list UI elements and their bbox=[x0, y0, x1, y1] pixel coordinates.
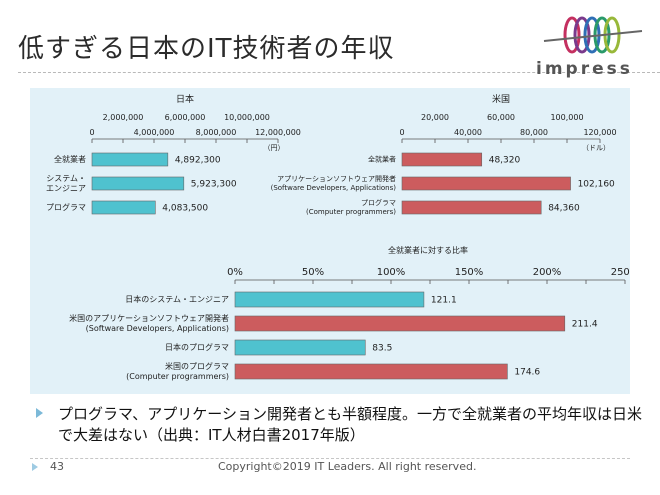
ratio-chart-category-label: 米国のプログラマ bbox=[165, 361, 229, 371]
copyright-text: Copyright©2019 IT Leaders. All right res… bbox=[218, 460, 477, 473]
japan-chart-bar bbox=[91, 152, 169, 167]
ratio-chart-value-label: 174.6 bbox=[514, 368, 540, 378]
us-chart-tick-upper: 100,000 bbox=[550, 113, 583, 122]
japan-chart-tick-lower: 0 bbox=[89, 128, 94, 137]
us-chart-category-label: プログラマ bbox=[361, 198, 396, 207]
ratio-chart-category-label: (Software Developers, Applications) bbox=[86, 324, 229, 333]
page-number: 43 bbox=[50, 460, 64, 473]
japan-chart-bar bbox=[91, 200, 156, 215]
us-chart-category-label: アプリケーションソフトウェア開発者 bbox=[277, 174, 396, 183]
charts-svg: 日本 2,000,000 6,000,000 10,000,000 0 4,000,000… bbox=[46, 93, 639, 381]
us-chart-tick-upper: 20,000 bbox=[421, 113, 449, 122]
title-divider bbox=[18, 72, 660, 73]
ratio-chart-value-label: 121.1 bbox=[431, 296, 457, 306]
japan-chart-category-label: エンジニア bbox=[46, 184, 86, 193]
ratio-chart-category-label: 日本のプログラマ bbox=[165, 342, 229, 352]
us-chart-category-label: 全就業者 bbox=[368, 154, 396, 163]
chart-panel: 日本 2,000,000 6,000,000 10,000,000 0 4,000,000… bbox=[30, 88, 639, 394]
footer-divider bbox=[30, 458, 630, 459]
slide-title: 低すぎる日本のIT技術者の年収 bbox=[18, 34, 395, 64]
japan-chart-unit: （円） bbox=[264, 144, 285, 152]
ratio-chart-bar bbox=[234, 363, 508, 380]
japan-chart-category-label: システム・ bbox=[46, 174, 86, 183]
ratio-chart-tick: 250% bbox=[611, 267, 630, 278]
us-chart-title: 米国 bbox=[492, 93, 510, 105]
ratio-chart-bar bbox=[234, 315, 566, 332]
japan-chart-value-label: 4,083,500 bbox=[162, 204, 208, 214]
bullet-arrow-icon bbox=[36, 408, 43, 418]
ratio-chart-tick: 150% bbox=[455, 267, 484, 278]
ratio-chart-tick: 100% bbox=[377, 267, 406, 278]
us-chart-tick-lower: 0 bbox=[399, 128, 404, 137]
ratio-chart-title: 全就業者に対する比率 bbox=[388, 245, 468, 255]
ratio-chart-category-label: 日本のシステム・エンジニア bbox=[125, 294, 229, 304]
japan-chart-tick-lower: 8,000,000 bbox=[196, 128, 237, 137]
us-chart-bar bbox=[401, 152, 483, 167]
footer-arrow-icon bbox=[32, 463, 38, 471]
ratio-chart-value-label: 83.5 bbox=[372, 344, 392, 354]
ratio-chart-tick: 200% bbox=[533, 267, 562, 278]
ratio-chart-bar bbox=[234, 291, 425, 308]
us-chart-value-label: 84,360 bbox=[548, 204, 580, 214]
japan-chart-category-label: プログラマ bbox=[46, 202, 86, 212]
ratio-chart-category-label: (Computer programmers) bbox=[126, 372, 229, 381]
logo-text: impress bbox=[536, 59, 633, 79]
japan-chart-value-label: 4,892,300 bbox=[175, 156, 221, 166]
bullet-text: プログラマ、アプリケーション開発者とも半額程度。一方で全就業者の平均年収は日米で… bbox=[58, 405, 642, 444]
ratio-chart-tick: 0% bbox=[227, 267, 243, 278]
ratio-chart-tick: 50% bbox=[302, 267, 324, 278]
us-chart-category-label: (Computer programmers) bbox=[306, 208, 396, 216]
us-chart-tick-lower: 80,000 bbox=[520, 128, 548, 137]
japan-chart-tick-upper: 2,000,000 bbox=[103, 113, 144, 122]
japan-chart-bar bbox=[91, 176, 185, 191]
japan-chart-tick-lower: 4,000,000 bbox=[134, 128, 175, 137]
us-chart-category-label: (Software Developers, Applications) bbox=[271, 184, 397, 192]
us-chart-value-label: 48,320 bbox=[489, 156, 521, 166]
japan-chart-category-label: 全就業者 bbox=[54, 154, 86, 164]
impress-logo-icon bbox=[543, 16, 643, 54]
us-chart-tick-lower: 120,000 bbox=[583, 128, 616, 137]
us-chart-tick-upper: 60,000 bbox=[487, 113, 515, 122]
ratio-chart-category-label: 米国のアプリケーションソフトウェア開発者 bbox=[69, 313, 229, 323]
japan-chart-tick-lower: 12,000,000 bbox=[255, 128, 301, 137]
us-chart-tick-lower: 40,000 bbox=[454, 128, 482, 137]
japan-chart-value-label: 5,923,300 bbox=[191, 180, 237, 190]
ratio-chart-bar bbox=[234, 339, 366, 356]
japan-chart-title: 日本 bbox=[176, 93, 194, 105]
ratio-chart-value-label: 211.4 bbox=[572, 320, 598, 330]
us-chart-bar bbox=[401, 200, 542, 215]
us-chart-unit: （ドル） bbox=[582, 144, 610, 152]
japan-chart-tick-upper: 6,000,000 bbox=[165, 113, 206, 122]
us-chart-bar bbox=[401, 176, 571, 191]
japan-chart-tick-upper: 10,000,000 bbox=[224, 113, 270, 122]
us-chart-value-label: 102,160 bbox=[578, 180, 615, 190]
